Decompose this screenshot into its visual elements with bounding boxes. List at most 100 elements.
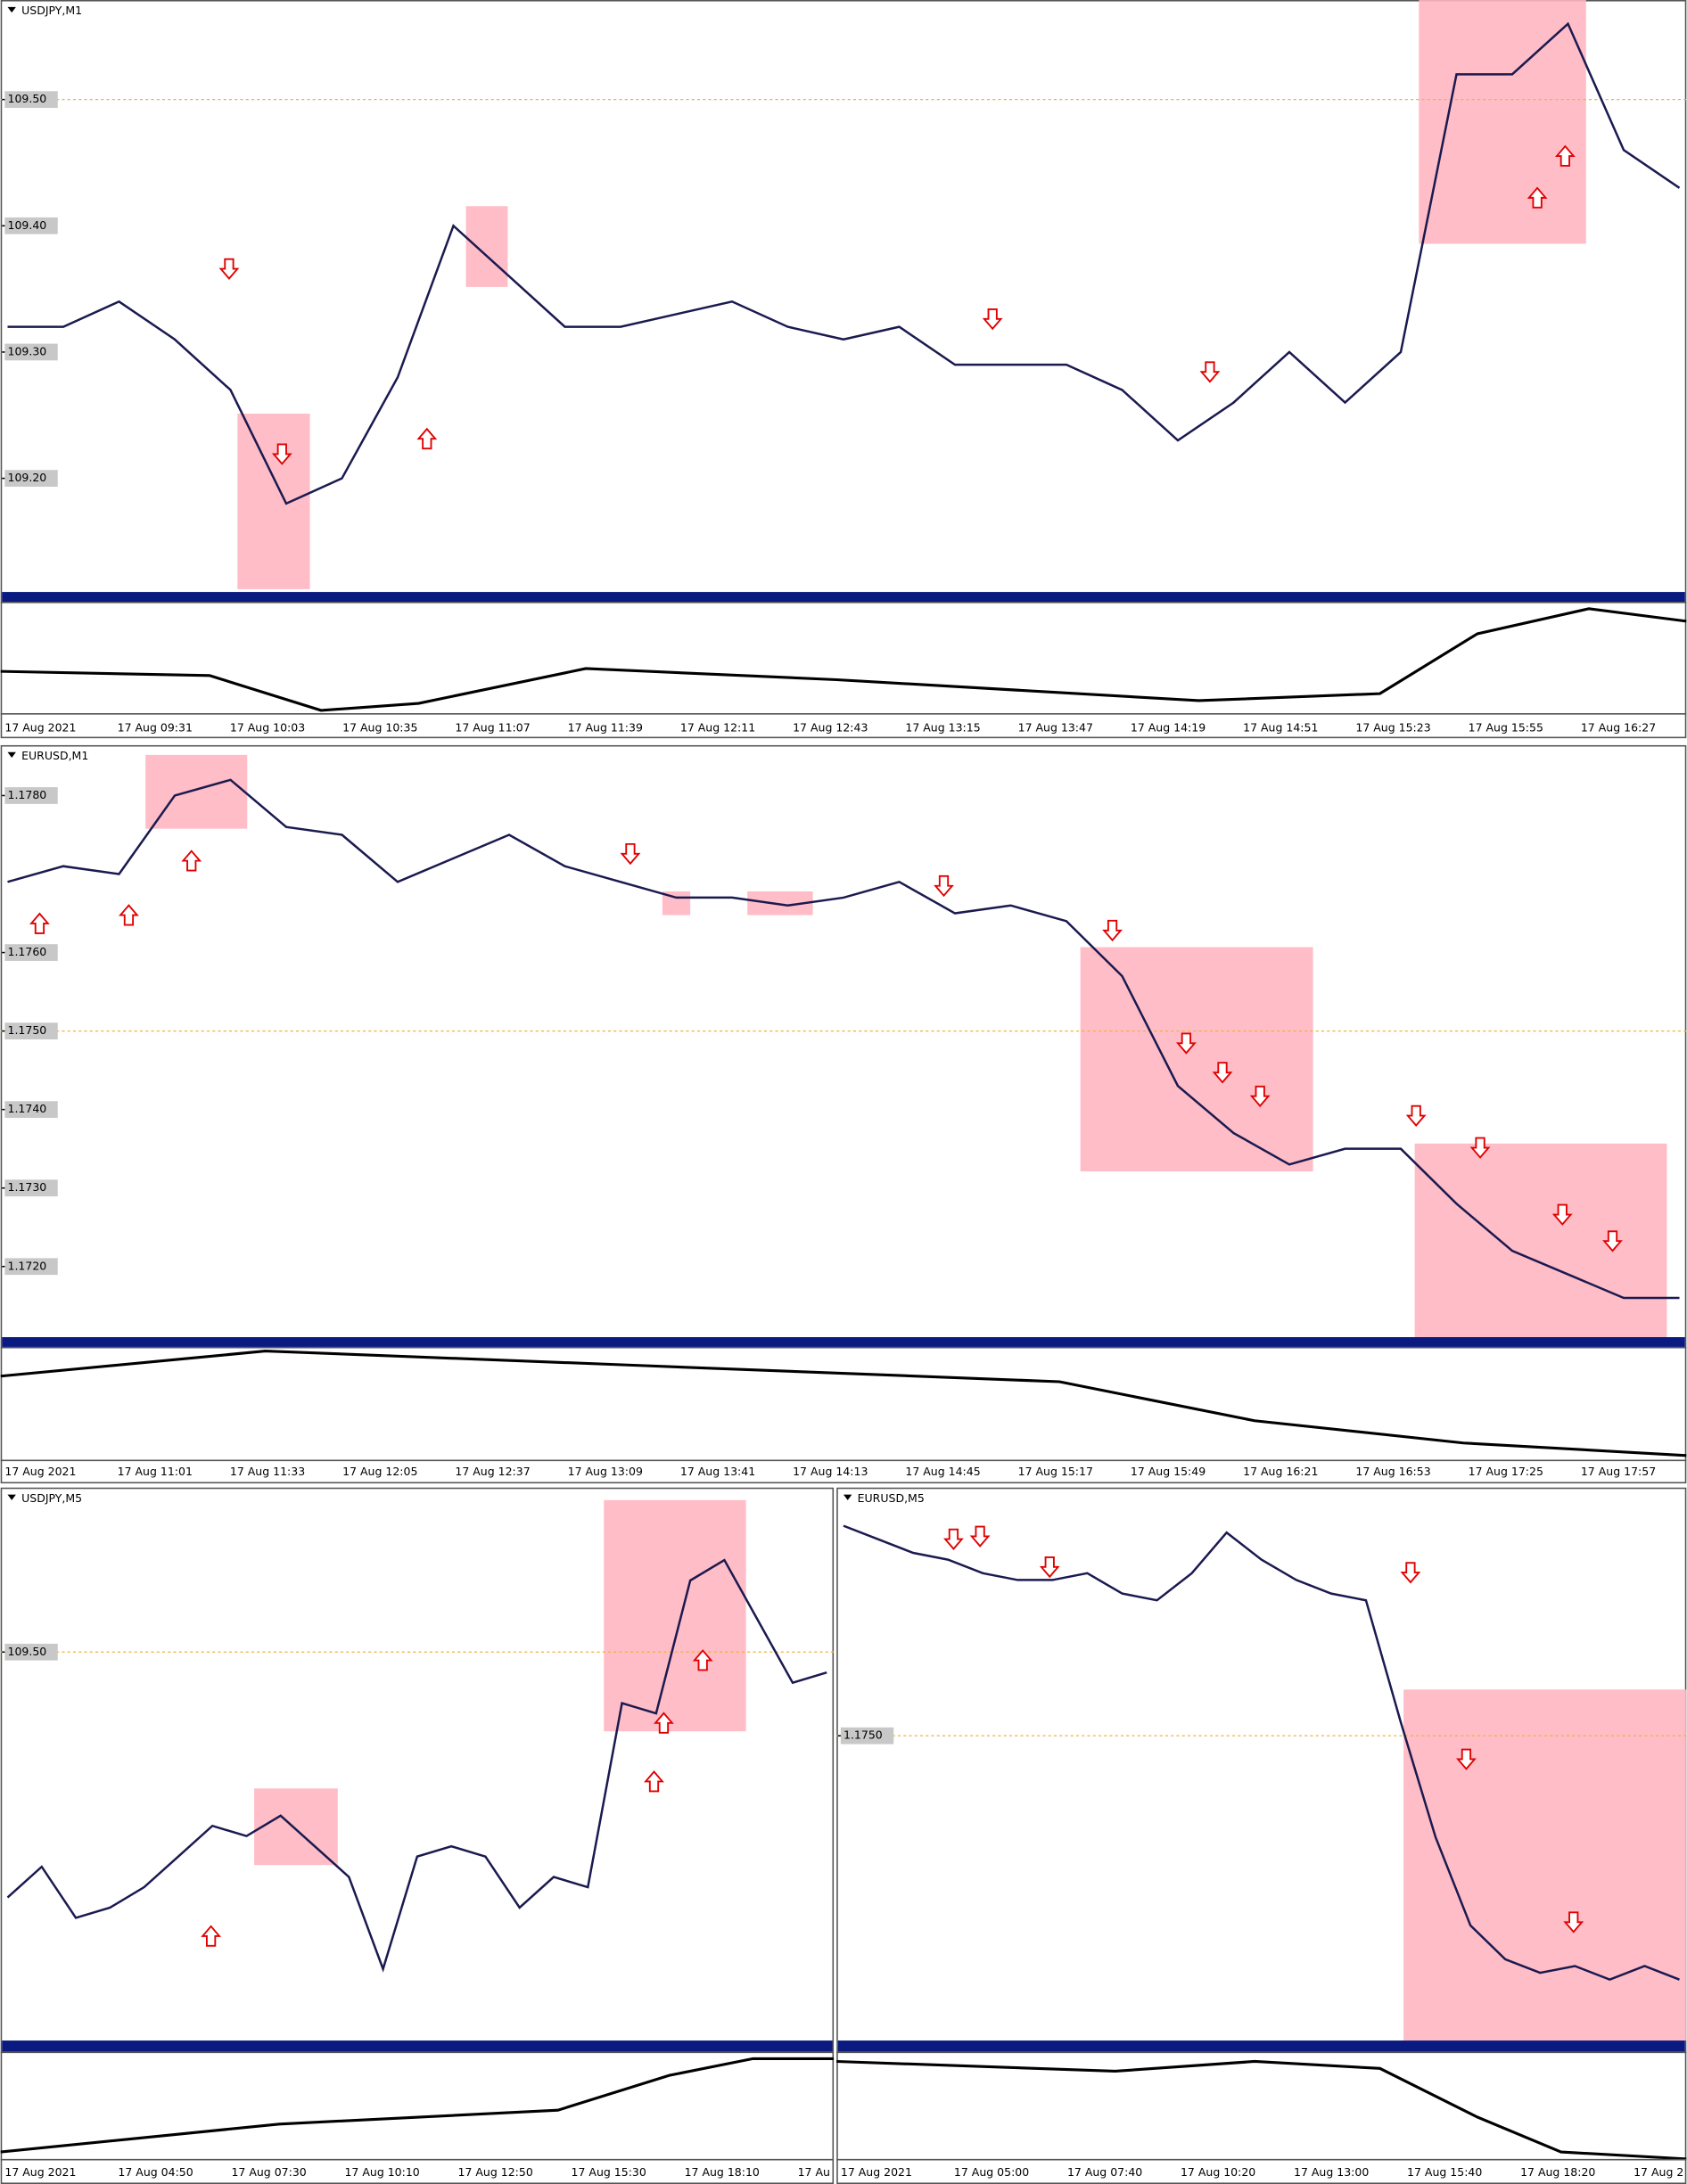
time-label: 17 Au	[798, 2165, 830, 2179]
arrow-down	[271, 443, 292, 465]
price-label: 1.1760	[8, 945, 47, 958]
indicator-line	[0, 607, 1687, 712]
highlight-box	[1414, 1143, 1667, 1339]
time-label: 17 Aug 2	[1634, 2165, 1683, 2179]
time-label: 17 Aug 04:50	[118, 2165, 193, 2179]
time-label: 17 Aug 2021	[4, 2165, 76, 2179]
arrow-up	[29, 912, 50, 934]
time-label: 17 Aug 10:20	[1181, 2165, 1255, 2179]
time-label: 17 Aug 11:07	[455, 721, 530, 735]
arrow-up	[119, 904, 139, 926]
time-label: 17 Aug 11:01	[118, 1465, 193, 1478]
time-label: 17 Aug 16:27	[1581, 721, 1656, 735]
time-label: 17 Aug 14:51	[1243, 721, 1318, 735]
time-label: 17 Aug 10:03	[230, 721, 305, 735]
hour-strip	[2, 2040, 833, 2052]
panel-title: EURUSD,M1	[21, 749, 88, 762]
arrow-down	[943, 1528, 964, 1550]
time-label: 17 Aug 2021	[4, 721, 76, 735]
price-label-bg	[4, 944, 58, 961]
arrow-down	[969, 1525, 991, 1548]
panel-title: USDJPY,M5	[21, 1491, 82, 1505]
arrow-down	[620, 842, 641, 866]
time-label: 17 Aug 13:47	[1018, 721, 1093, 735]
time-label: 17 Aug 07:40	[1067, 2165, 1142, 2179]
time-label: 17 Aug 2021	[4, 1465, 76, 1478]
price-label: 1.1750	[8, 1023, 47, 1037]
time-label: 17 Aug 13:09	[568, 1465, 643, 1478]
time-label: 17 Aug 15:30	[572, 2165, 646, 2179]
price-label-bg	[4, 343, 58, 361]
arrow-down	[218, 258, 240, 280]
arrow-down	[1400, 1562, 1421, 1584]
hour-strip	[2, 1337, 1685, 1347]
time-label: 17 Aug 14:13	[793, 1465, 868, 1478]
arrow-down	[1602, 1230, 1623, 1252]
time-label: 17 Aug 18:10	[685, 2165, 760, 2179]
indicator-line	[0, 2057, 835, 2154]
title-triangle	[7, 751, 16, 758]
highlight-box	[465, 206, 508, 287]
title-triangle	[7, 6, 16, 13]
time-label: 17 Aug 2021	[841, 2165, 912, 2179]
time-label: 17 Aug 17:57	[1581, 1465, 1656, 1478]
price-label: 1.1730	[8, 1180, 47, 1194]
arrow-up	[692, 1649, 713, 1671]
time-label: 17 Aug 16:21	[1243, 1465, 1318, 1478]
time-label: 17 Aug 12:11	[680, 721, 755, 735]
time-label: 17 Aug 15:17	[1018, 1465, 1093, 1478]
time-label: 17 Aug 17:25	[1469, 1465, 1543, 1478]
panel-title: EURUSD,M5	[858, 1491, 925, 1505]
panel-title: USDJPY,M1	[21, 4, 82, 17]
highlight-box	[237, 414, 310, 589]
price-label: 1.1720	[8, 1259, 47, 1272]
time-label: 17 Aug 15:49	[1131, 1465, 1206, 1478]
time-label: 17 Aug 14:19	[1131, 721, 1206, 735]
highlight-box	[254, 1788, 338, 1866]
time-label: 17 Aug 05:00	[954, 2165, 1029, 2179]
hour-strip	[2, 592, 1685, 602]
time-label: 17 Aug 16:53	[1355, 1465, 1430, 1478]
arrow-down	[1102, 919, 1123, 942]
arrow-down	[1405, 1104, 1427, 1127]
indicator-line	[0, 1350, 1687, 1457]
time-label: 17 Aug 10:10	[344, 2165, 419, 2179]
price-label-bg	[4, 1643, 58, 1661]
time-label: 17 Aug 13:00	[1294, 2165, 1369, 2179]
price-line	[6, 1558, 827, 1973]
arrow-up	[1527, 186, 1548, 209]
time-label: 17 Aug 07:30	[231, 2165, 306, 2179]
arrow-down	[1249, 1085, 1271, 1108]
price-label: 109.20	[8, 471, 47, 484]
highlight-box	[145, 754, 248, 829]
highlight-box	[1403, 1689, 1687, 2041]
arrow-up	[644, 1770, 664, 1793]
arrow-down	[1175, 1032, 1197, 1055]
title-triangle	[844, 1494, 852, 1500]
hour-strip	[837, 2040, 1685, 2052]
time-label: 17 Aug 13:15	[905, 721, 980, 735]
time-label: 17 Aug 15:40	[1407, 2165, 1482, 2179]
arrow-down	[1199, 361, 1221, 383]
arrow-down	[1551, 1203, 1573, 1226]
time-label: 17 Aug 09:31	[118, 721, 193, 735]
arrow-up	[181, 850, 202, 872]
time-label: 17 Aug 11:39	[568, 721, 643, 735]
price-label-bg	[4, 91, 58, 109]
time-label: 17 Aug 11:33	[230, 1465, 305, 1478]
time-label: 17 Aug 14:45	[905, 1465, 980, 1478]
time-label: 17 Aug 10:35	[342, 721, 417, 735]
arrow-down	[982, 308, 1003, 331]
time-label: 17 Aug 12:43	[793, 721, 868, 735]
title-triangle	[7, 1494, 16, 1500]
time-label: 17 Aug 13:41	[680, 1465, 755, 1478]
price-label: 109.50	[8, 92, 47, 105]
price-line	[7, 21, 1681, 505]
price-label-bg	[4, 1022, 58, 1039]
price-label: 1.1780	[8, 788, 47, 801]
time-label: 17 Aug 15:55	[1469, 721, 1543, 735]
arrow-up	[654, 1712, 674, 1734]
time-label: 17 Aug 12:50	[458, 2165, 533, 2179]
arrow-down	[1469, 1137, 1491, 1159]
